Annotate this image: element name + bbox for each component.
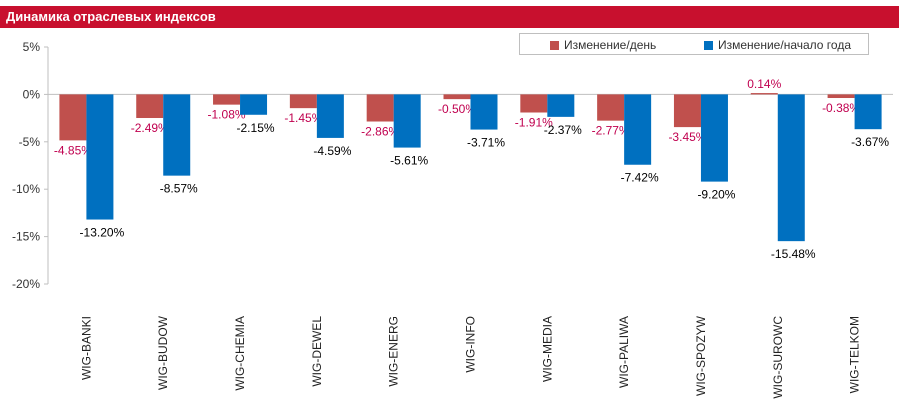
data-label-ytd: -2.37% <box>544 123 582 137</box>
legend: Изменение/день Изменение/начало года <box>519 33 869 55</box>
y-tick-label: -10% <box>12 182 40 196</box>
bar-ytd <box>624 94 652 165</box>
x-tick-label: WIG-BUDOW <box>156 315 170 390</box>
bar-daily <box>213 94 241 105</box>
data-label-ytd: -4.59% <box>313 144 351 158</box>
x-tick-label: WIG-PALIWA <box>617 316 631 388</box>
bar-ytd <box>240 94 268 115</box>
data-label-daily: -2.86% <box>361 125 399 139</box>
data-label-ytd: -15.48% <box>771 247 816 261</box>
bar-ytd <box>393 94 421 148</box>
data-label-daily: -1.91% <box>515 116 553 130</box>
legend-item-ytd: Изменение/начало года <box>704 38 851 52</box>
chart-title-bar: Динамика отраслевых индексов <box>0 6 899 28</box>
bar-ytd <box>777 94 805 242</box>
x-tick-label: WIG-SUROWC <box>771 316 785 399</box>
data-label-ytd: -7.42% <box>621 171 659 185</box>
y-tick-label: -5% <box>19 135 41 149</box>
x-tick-label: WIG-MEDIA <box>540 316 554 382</box>
data-label-daily: -2.77% <box>592 124 630 138</box>
bar-ytd <box>547 94 575 117</box>
y-tick-label: -20% <box>12 277 40 291</box>
bar-daily <box>827 94 855 99</box>
x-tick-label: WIG-SPOZYW <box>694 315 708 396</box>
bar-daily <box>443 94 471 100</box>
bar-ytd <box>700 94 728 182</box>
data-label-ytd: -2.15% <box>237 121 275 135</box>
x-tick-label: WIG-CHEMIA <box>233 316 247 391</box>
x-tick-label: WIG-TELKOM <box>848 316 862 393</box>
bar-daily <box>597 94 625 121</box>
data-label-daily: -1.08% <box>208 108 246 122</box>
bar-ytd <box>854 94 882 130</box>
y-tick-label: -15% <box>12 230 40 244</box>
x-tick-label: WIG-BANKI <box>79 316 93 380</box>
bar-daily <box>366 94 394 122</box>
bar-ytd <box>163 94 191 176</box>
data-label-ytd: -8.57% <box>160 182 198 196</box>
bar-daily <box>520 94 548 113</box>
bar-daily <box>750 93 778 95</box>
bar-ytd <box>316 94 344 138</box>
data-label-ytd: -13.20% <box>80 226 125 240</box>
data-label-ytd: -9.20% <box>697 188 735 202</box>
x-tick-label: WIG-INFO <box>464 316 478 373</box>
data-label-ytd: -5.61% <box>390 154 428 168</box>
data-label-daily: 0.14% <box>747 77 781 91</box>
legend-swatch-daily <box>550 40 559 50</box>
data-label-daily: -2.49% <box>131 121 169 135</box>
data-label-daily: -4.85% <box>54 143 92 157</box>
data-label-daily: -1.45% <box>284 111 322 125</box>
legend-label-daily: Изменение/день <box>564 38 657 52</box>
legend-swatch-ytd <box>704 40 713 50</box>
bar-daily <box>136 94 164 119</box>
data-label-daily: -3.45% <box>668 130 706 144</box>
bar-ytd <box>470 94 498 130</box>
chart-title: Динамика отраслевых индексов <box>6 9 216 24</box>
legend-label-ytd: Изменение/начало года <box>718 38 851 52</box>
bar-daily <box>59 94 87 141</box>
x-tick-label: WIG-ENERG <box>387 316 401 387</box>
y-tick-label: 0% <box>23 87 41 101</box>
data-label-daily: -0.38% <box>822 101 860 115</box>
data-label-ytd: -3.71% <box>467 136 505 150</box>
y-tick-label: 5% <box>23 40 41 54</box>
bar-daily <box>673 94 701 128</box>
bar-ytd <box>86 94 114 220</box>
data-label-daily: -0.50% <box>438 102 476 116</box>
data-label-ytd: -3.67% <box>851 135 889 149</box>
x-tick-label: WIG-DEWEL <box>310 316 324 387</box>
legend-item-daily: Изменение/день <box>550 38 656 52</box>
bar-daily <box>289 94 317 109</box>
